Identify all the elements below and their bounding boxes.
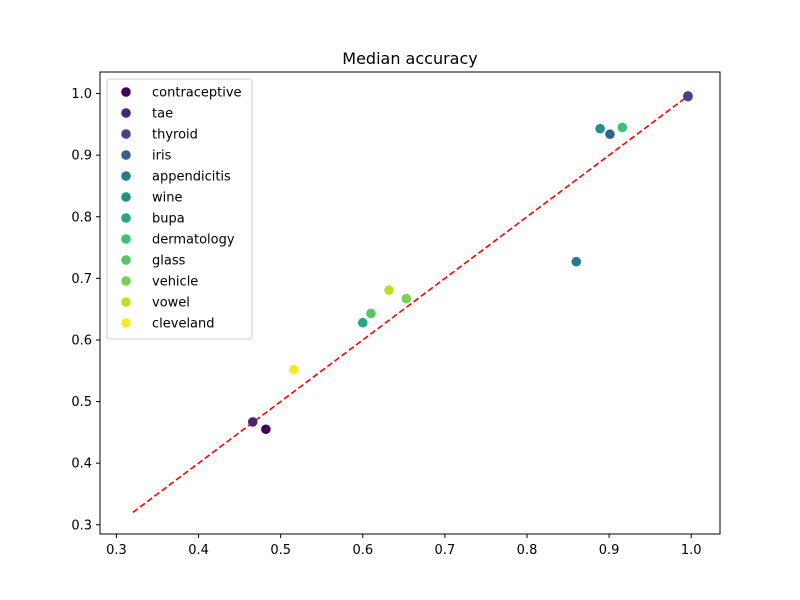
legend-label-wine: wine [152, 191, 182, 206]
legend-label-cleveland: cleveland [152, 317, 215, 332]
legend: contraceptive tae thyroid iris appendicitis w… [106, 78, 253, 340]
legend-label-vehicle: vehicle [152, 275, 198, 290]
legend-marker-vehicle [121, 276, 131, 286]
legend-marker-wine [121, 192, 131, 202]
legend-label-dermatology: dermatology [152, 233, 235, 248]
x-tick-label: 0.9 [599, 543, 620, 558]
point-bupa-0 [357, 317, 368, 328]
x-tick-label: 0.8 [517, 543, 538, 558]
legend-label-thyroid: thyroid [152, 128, 198, 143]
legend-label-iris: iris [152, 149, 172, 164]
legend-box [106, 78, 253, 340]
reference-line [132, 92, 692, 514]
axes-frame [99, 71, 721, 535]
legend-marker-appendicitis [121, 171, 131, 181]
legend-label-glass: glass [152, 254, 186, 269]
point-glass-0 [366, 308, 376, 319]
point-vowel-0 [384, 285, 394, 295]
point-tae-0 [247, 417, 258, 427]
y-tick-label: 0.9 [71, 149, 92, 164]
legend-marker-iris [121, 150, 131, 160]
x-tick-label: 0.6 [352, 543, 373, 558]
point-dermatology-0 [617, 122, 628, 133]
legend-label-tae: tae [152, 107, 173, 122]
legend-label-vowel: vowel [152, 296, 190, 311]
legend-marker-thyroid [121, 129, 131, 139]
legend-marker-tae [121, 108, 131, 118]
y-tick-label: 0.3 [71, 518, 92, 533]
y-tick-label: 0.6 [71, 333, 92, 348]
point-vehicle-0 [401, 293, 412, 304]
x-tick-label: 0.3 [106, 543, 127, 558]
x-tick-label: 1.0 [681, 543, 702, 558]
legend-label-bupa: bupa [152, 212, 185, 227]
legend-marker-contraceptive [121, 87, 131, 97]
y-tick-label: 0.4 [71, 457, 92, 472]
plot-area [132, 91, 693, 514]
legend-marker-bupa [121, 213, 131, 223]
y-tick-label: 1.0 [71, 87, 92, 102]
point-iris-0 [605, 129, 615, 140]
point-contraceptive-0 [261, 424, 271, 435]
y-tick-label: 0.5 [71, 395, 92, 410]
point-appendicitis-0 [571, 256, 582, 267]
legend-marker-dermatology [121, 234, 131, 244]
legend-marker-vowel [121, 297, 131, 307]
legend-label-contraceptive: contraceptive [152, 86, 242, 101]
legend-marker-cleveland [121, 318, 131, 328]
point-cleveland-0 [289, 364, 299, 375]
x-tick-label: 0.7 [435, 543, 456, 558]
legend-marker-glass [121, 255, 131, 265]
x-tick-label: 0.5 [270, 543, 291, 558]
point-wine-0 [595, 123, 605, 134]
axes: 0.3 0.4 0.5 0.6 0.7 0.8 0.9 1.0 0.3 0.4 0.5 0.6 0.7 0… [71, 71, 721, 558]
chart-title: Median accuracy [342, 49, 477, 68]
y-tick-label: 0.7 [71, 272, 92, 287]
point-thyroid-0 [683, 91, 693, 102]
y-tick-label: 0.8 [71, 210, 92, 225]
x-tick-label: 0.4 [188, 543, 209, 558]
legend-label-appendicitis: appendicitis [152, 170, 231, 185]
